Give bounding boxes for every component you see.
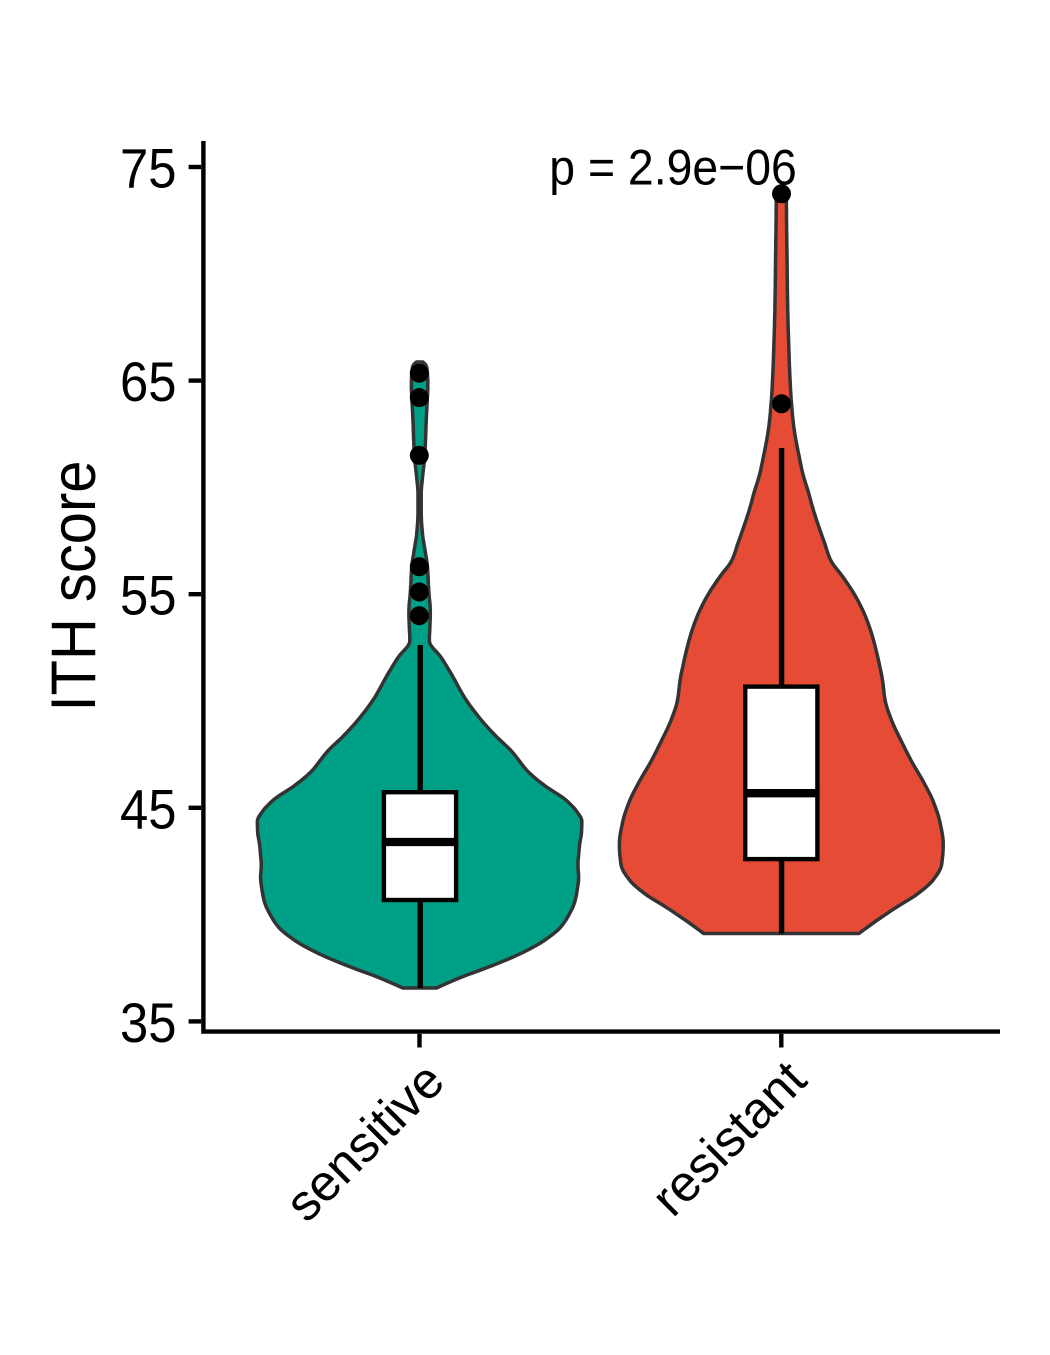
svg-text:65: 65 xyxy=(120,351,177,413)
svg-text:35: 35 xyxy=(120,992,177,1054)
svg-text:45: 45 xyxy=(120,778,177,840)
svg-text:p = 2.9e−06: p = 2.9e−06 xyxy=(549,139,797,196)
svg-text:55: 55 xyxy=(120,565,177,627)
svg-text:ITH score: ITH score xyxy=(39,461,109,712)
svg-text:75: 75 xyxy=(120,138,177,200)
